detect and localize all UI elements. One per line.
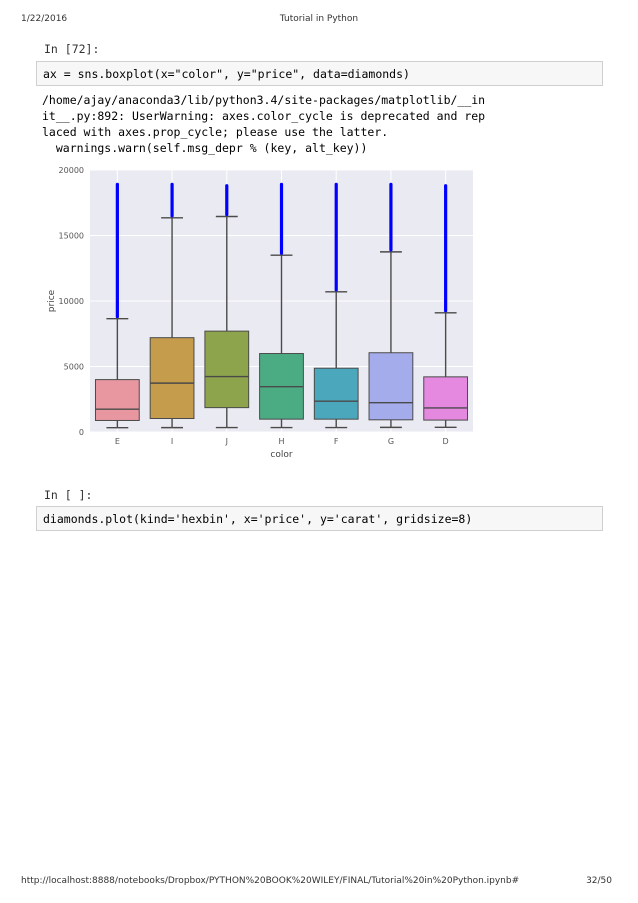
code-cell-input[interactable]: ax = sns.boxplot(x="color", y="price", d… <box>36 61 603 86</box>
y-tick-label: 5000 <box>64 363 84 372</box>
y-tick-label: 20000 <box>59 166 84 175</box>
stderr-output: /home/ajay/anaconda3/lib/python3.4/site-… <box>42 92 582 156</box>
box-E <box>94 379 140 421</box>
x-tick-label: E <box>115 437 120 446</box>
box-I <box>149 337 195 420</box>
cell-prompt: In [72]: <box>44 42 100 56</box>
x-tick-label: H <box>278 437 284 446</box>
stderr-line: it__.py:892: UserWarning: axes.color_cyc… <box>42 109 486 123</box>
box-D <box>423 376 469 421</box>
page-url: http://localhost:8888/notebooks/Dropbox/… <box>21 876 520 886</box>
code-cell-input[interactable]: diamonds.plot(kind='hexbin', x='price', … <box>36 506 603 531</box>
document-title: Tutorial in Python <box>279 14 359 24</box>
x-tick-label: F <box>334 437 339 446</box>
print-date: 1/22/2016 <box>21 14 68 24</box>
x-tick-label: D <box>443 437 449 446</box>
y-tick-label: 0 <box>79 428 84 437</box>
box-J <box>204 330 250 409</box>
y-tick-label: 10000 <box>59 297 84 306</box>
page-number: 32/50 <box>586 876 612 886</box>
y-tick-label: 15000 <box>59 232 84 241</box>
cell-prompt: In [ ]: <box>44 488 93 502</box>
box-F <box>313 367 359 420</box>
page-footer: http://localhost:8888/notebooks/Dropbox/… <box>0 876 638 890</box>
x-tick-label: I <box>171 437 173 446</box>
y-axis-label: price <box>47 289 57 312</box>
stderr-line: laced with axes.prop_cycle; please use t… <box>42 125 389 139</box>
stderr-line: /home/ajay/anaconda3/lib/python3.4/site-… <box>42 93 486 107</box>
x-tick-label: J <box>225 437 228 446</box>
page-header: 1/22/2016 Tutorial in Python <box>0 14 638 28</box>
x-tick-label: G <box>388 437 394 446</box>
box-G <box>368 352 414 421</box>
stderr-line: warnings.warn(self.msg_depr % (key, alt_… <box>42 141 368 155</box>
x-axis-label: color <box>270 450 292 460</box>
